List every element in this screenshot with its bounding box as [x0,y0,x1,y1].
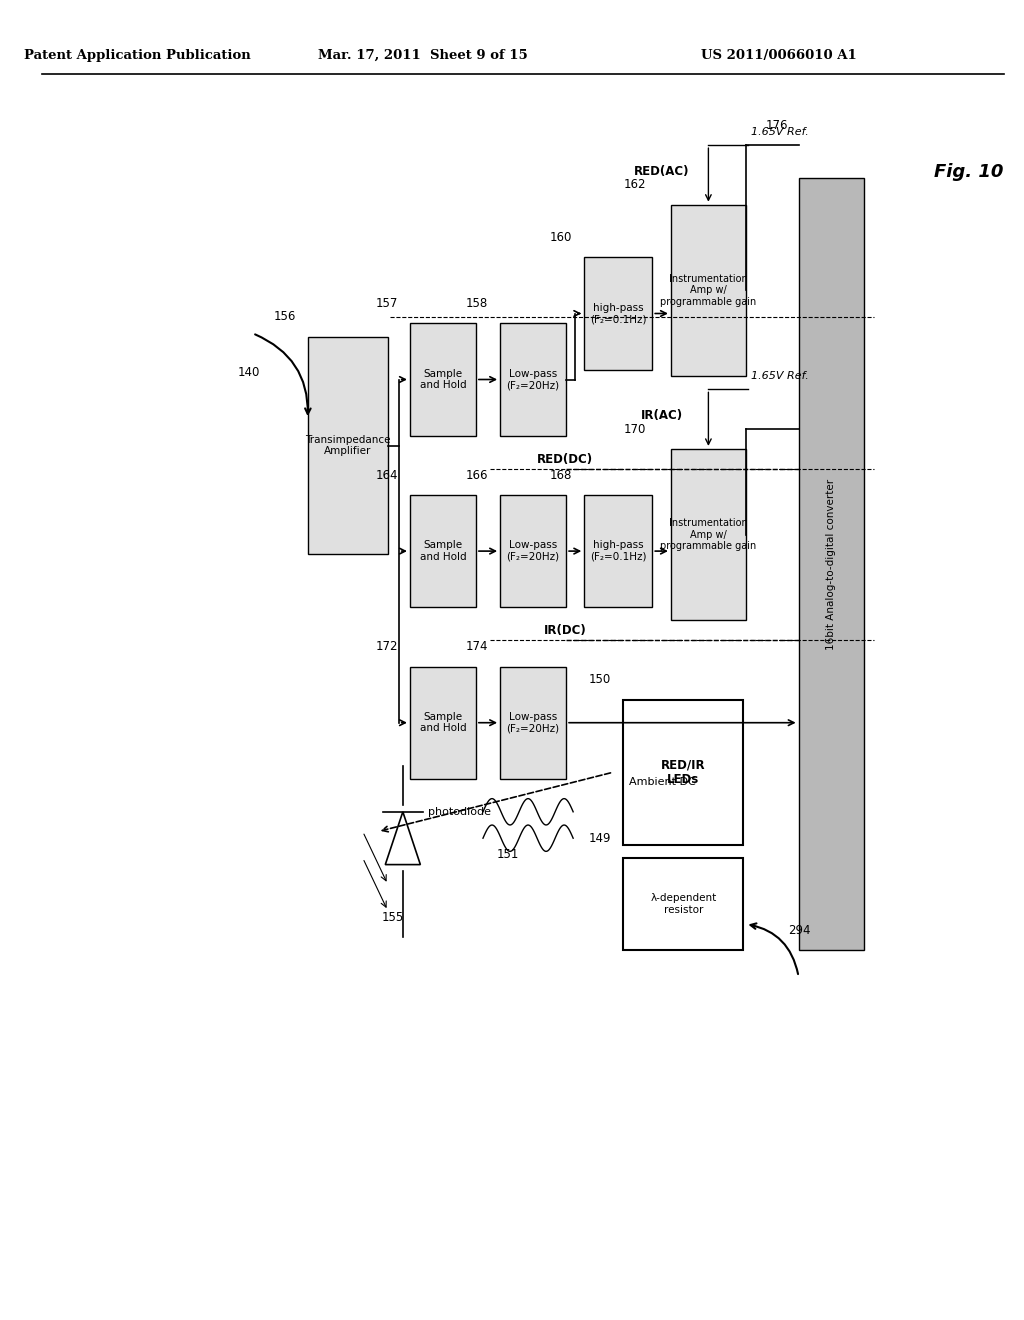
Text: λ-dependent
resistor: λ-dependent resistor [650,894,717,915]
Text: RED(AC): RED(AC) [634,165,689,178]
Text: 160: 160 [550,231,572,244]
Text: 162: 162 [624,178,646,191]
Bar [500,667,566,779]
Text: 166: 166 [466,469,488,482]
Text: 164: 164 [376,469,397,482]
Text: Ambient DC: Ambient DC [629,777,695,787]
Text: 294: 294 [788,924,811,937]
Text: 150: 150 [589,673,611,686]
Text: RED(DC): RED(DC) [537,453,593,466]
Bar [671,205,745,376]
Text: high-pass
(F₂=0.1Hz): high-pass (F₂=0.1Hz) [590,302,646,325]
Text: 168: 168 [550,469,572,482]
Text: IR(AC): IR(AC) [640,409,683,422]
Text: 172: 172 [376,640,397,653]
Text: Low-pass
(F₂=20Hz): Low-pass (F₂=20Hz) [507,540,560,562]
Bar [410,667,476,779]
Text: 149: 149 [589,832,611,845]
Text: Patent Application Publication: Patent Application Publication [24,49,251,62]
Text: Transimpedance
Amplifier: Transimpedance Amplifier [305,434,390,457]
Text: 155: 155 [382,911,403,924]
Text: Low-pass
(F₂=20Hz): Low-pass (F₂=20Hz) [507,368,560,391]
Text: 140: 140 [238,367,260,379]
Bar [410,495,476,607]
Text: Instrumentation
Amp w/
programmable gain: Instrumentation Amp w/ programmable gain [660,273,757,308]
Bar [307,337,388,554]
Text: US 2011/0066010 A1: US 2011/0066010 A1 [700,49,856,62]
Text: 151: 151 [497,849,519,861]
Text: 157: 157 [376,297,397,310]
Text: 158: 158 [466,297,488,310]
Bar [624,700,743,845]
Text: IR(DC): IR(DC) [544,624,587,638]
Bar [624,858,743,950]
Text: Sample
and Hold: Sample and Hold [420,711,466,734]
Bar [799,178,863,950]
Text: RED/IR
LEDs: RED/IR LEDs [662,758,706,787]
Bar [500,495,566,607]
Text: Sample
and Hold: Sample and Hold [420,368,466,391]
Text: Sample
and Hold: Sample and Hold [420,540,466,562]
Text: 156: 156 [273,310,296,323]
Text: 176: 176 [766,119,788,132]
Text: 1.65V Ref.: 1.65V Ref. [751,127,809,137]
Text: 1.65V Ref.: 1.65V Ref. [751,371,809,381]
Bar [500,323,566,436]
Bar [410,323,476,436]
Text: Fig. 10: Fig. 10 [934,162,1004,181]
Text: 16bit Analog-to-digital converter: 16bit Analog-to-digital converter [826,479,837,649]
Text: Instrumentation
Amp w/
programmable gain: Instrumentation Amp w/ programmable gain [660,517,757,552]
Bar [584,257,652,370]
Text: Low-pass
(F₂=20Hz): Low-pass (F₂=20Hz) [507,711,560,734]
Text: 174: 174 [466,640,488,653]
Text: 170: 170 [624,422,646,436]
Bar [671,449,745,620]
Bar [584,495,652,607]
Text: Mar. 17, 2011  Sheet 9 of 15: Mar. 17, 2011 Sheet 9 of 15 [318,49,527,62]
Text: high-pass
(F₂=0.1Hz): high-pass (F₂=0.1Hz) [590,540,646,562]
Text: photodiode: photodiode [428,807,490,817]
